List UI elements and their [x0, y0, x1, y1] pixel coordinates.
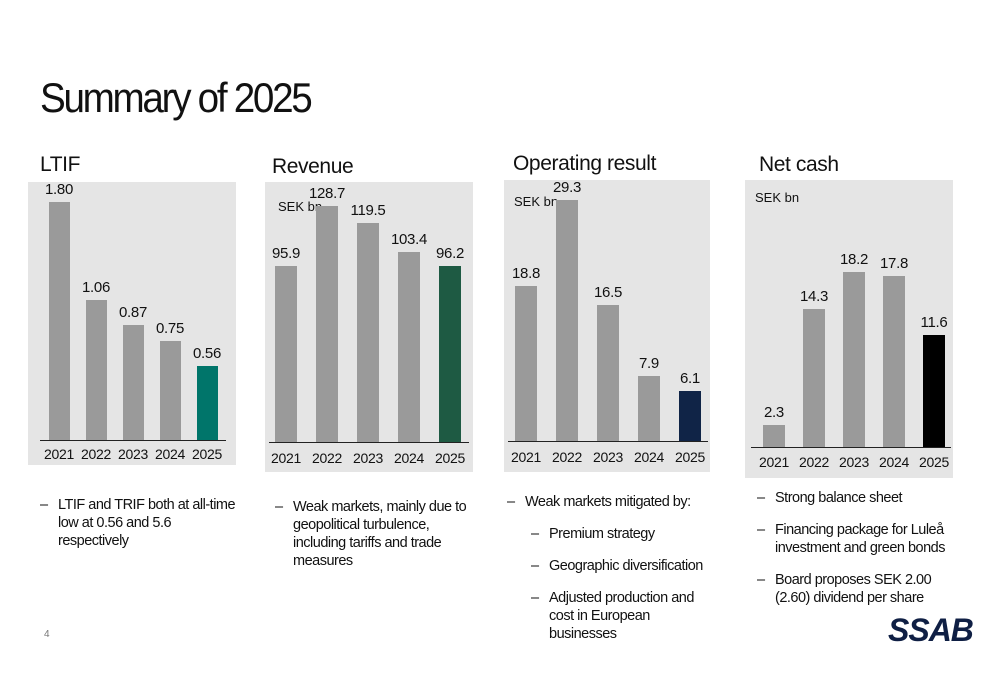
ltif-chart-title: LTIF [40, 153, 81, 176]
net-cash-chart-bar-2023 [843, 272, 865, 447]
operating-result-chart-tick-label: 2025 [675, 449, 705, 465]
net-cash-chart-bar-2025 [923, 335, 945, 447]
revenue-chart-tick-label: 2021 [271, 450, 301, 466]
ltif-chart-tick-label: 2024 [155, 446, 185, 462]
ltif-chart-bar-2024 [159, 341, 181, 440]
bullet-item: Board proposes SEK 2.00 (2.60) dividend … [757, 571, 957, 607]
ltif-chart-bar-2023 [122, 325, 144, 440]
page-number: 4 [44, 629, 50, 640]
operating-result-chart-panel: SEK bn 18.8 2021 29.3 2022 16.5 2023 7.9 2024 6.… [504, 179, 710, 472]
ltif-chart-value-label: 1.06 [82, 279, 110, 296]
page-title: Summary of 2025 [40, 74, 313, 121]
ltif-chart-tick-label: 2023 [118, 446, 148, 462]
net-cash-chart-value-label: 2.3 [764, 404, 784, 421]
revenue-chart-value-label: 119.5 [350, 202, 386, 219]
net-cash-chart-tick-label: 2022 [799, 454, 829, 470]
net-cash-chart-panel: SEK bn 2.3 2021 14.3 2022 18.2 2023 17.8 2024 11… [745, 180, 953, 478]
revenue-chart-tick-label: 2022 [312, 450, 342, 466]
ltif-chart-tick-label: 2022 [81, 446, 111, 462]
revenue-chart-tick-label: 2025 [435, 450, 465, 466]
operating-result-chart-tick-label: 2023 [593, 449, 623, 465]
operating-result-unit-label: SEK bn [514, 194, 559, 209]
revenue-chart-baseline [269, 442, 469, 443]
ssab-logo: SSAB [888, 612, 974, 648]
revenue-bullets: Weak markets, mainly due to geopolitical… [275, 498, 475, 584]
operating-result-chart-bar-2023 [597, 305, 619, 441]
ltif-chart-value-label: 1.80 [45, 181, 73, 198]
ltif-chart-value-label: 0.56 [193, 345, 221, 362]
net-cash-unit-label: SEK bn [755, 190, 800, 205]
operating-result-chart-value-label: 29.3 [553, 179, 581, 196]
sub-bullet-item: Geographic diversification [531, 557, 712, 575]
ltif-chart-bar-2021 [48, 202, 70, 440]
ltif-chart-bar-2025 [196, 366, 218, 440]
bullet-item: Weak markets mitigated by: [507, 493, 712, 511]
bullet-item: Weak markets, mainly due to geopolitical… [275, 498, 475, 570]
revenue-chart-value-label: 96.2 [436, 245, 464, 262]
operating-result-chart-value-label: 7.9 [639, 355, 659, 372]
bullet-item: LTIF and TRIF both at all-time low at 0.… [40, 496, 240, 550]
operating-result-chart-baseline [508, 441, 708, 442]
net-cash-chart-tick-label: 2021 [759, 454, 789, 470]
net-cash-chart-value-label: 18.2 [840, 251, 868, 268]
revenue-chart-bar-2025 [439, 266, 461, 442]
revenue-chart-bar-2023 [357, 223, 379, 442]
operating-result-chart-value-label: 6.1 [680, 370, 700, 387]
ltif-chart-baseline [40, 440, 226, 441]
net-cash-chart-value-label: 11.6 [920, 314, 948, 331]
net-cash-chart-tick-label: 2023 [839, 454, 869, 470]
operating-result-chart-bar-2025 [679, 391, 701, 441]
operating-result-chart-tick-label: 2021 [511, 449, 541, 465]
net-cash-bullets: Strong balance sheet Financing package fo… [757, 489, 957, 621]
net-cash-chart-bar-2022 [803, 309, 825, 447]
net-cash-chart-value-label: 14.3 [800, 288, 828, 305]
ltif-chart-panel: 1.80 2021 1.06 2022 0.87 2023 0.75 2024 0.56 2025 [28, 181, 236, 465]
net-cash-chart-baseline [751, 447, 951, 448]
ltif-chart-bar-2022 [85, 300, 107, 440]
ltif-chart-tick-label: 2025 [192, 446, 222, 462]
operating-result-chart-tick-label: 2022 [552, 449, 582, 465]
bullet-item: Strong balance sheet [757, 489, 957, 507]
sub-bullet-item: Adjusted production and cost in European… [531, 589, 712, 643]
operating-result-chart-tick-label: 2024 [634, 449, 664, 465]
revenue-chart-tick-label: 2023 [353, 450, 383, 466]
sub-bullet-item: Premium strategy [531, 525, 712, 543]
net-cash-chart-tick-label: 2025 [919, 454, 949, 470]
ltif-chart-value-label: 0.75 [156, 320, 184, 337]
net-cash-chart-tick-label: 2024 [879, 454, 909, 470]
revenue-chart-value-label: 103.4 [390, 231, 428, 248]
net-cash-chart-value-label: 17.8 [880, 255, 908, 272]
operating-result-chart-title: Operating result [513, 152, 657, 175]
ltif-bullets: LTIF and TRIF both at all-time low at 0.… [40, 496, 240, 564]
revenue-chart-title: Revenue [272, 155, 354, 178]
revenue-chart-value-label: 95.9 [272, 245, 300, 262]
operating-result-chart-bar-2022 [556, 200, 578, 441]
revenue-unit-label: SEK bn [278, 199, 323, 214]
operating-result-chart-value-label: 16.5 [594, 284, 622, 301]
bullet-item: Financing package for Luleå investment a… [757, 521, 957, 557]
operating-result-chart-bar-2021 [515, 286, 537, 441]
revenue-chart-value-label: 128.7 [308, 185, 346, 202]
net-cash-chart-bar-2021 [763, 425, 785, 447]
ltif-chart-tick-label: 2021 [44, 446, 74, 462]
net-cash-chart-title: Net cash [759, 153, 839, 176]
operating-result-chart-value-label: 18.8 [512, 265, 540, 282]
revenue-chart-bar-2024 [398, 252, 420, 442]
revenue-chart-tick-label: 2024 [394, 450, 424, 466]
operating-result-chart-bar-2024 [638, 376, 660, 441]
revenue-chart-panel: SEK bn 95.9 2021 128.7 2022 119.5 2023 103.4 20… [265, 182, 473, 472]
revenue-chart-bar-2021 [275, 266, 297, 442]
ltif-chart-value-label: 0.87 [119, 304, 147, 321]
operating-result-bullets: Weak markets mitigated by: Premium strate… [507, 493, 712, 657]
net-cash-chart-bar-2024 [883, 276, 905, 447]
revenue-chart-bar-2022 [316, 206, 338, 442]
